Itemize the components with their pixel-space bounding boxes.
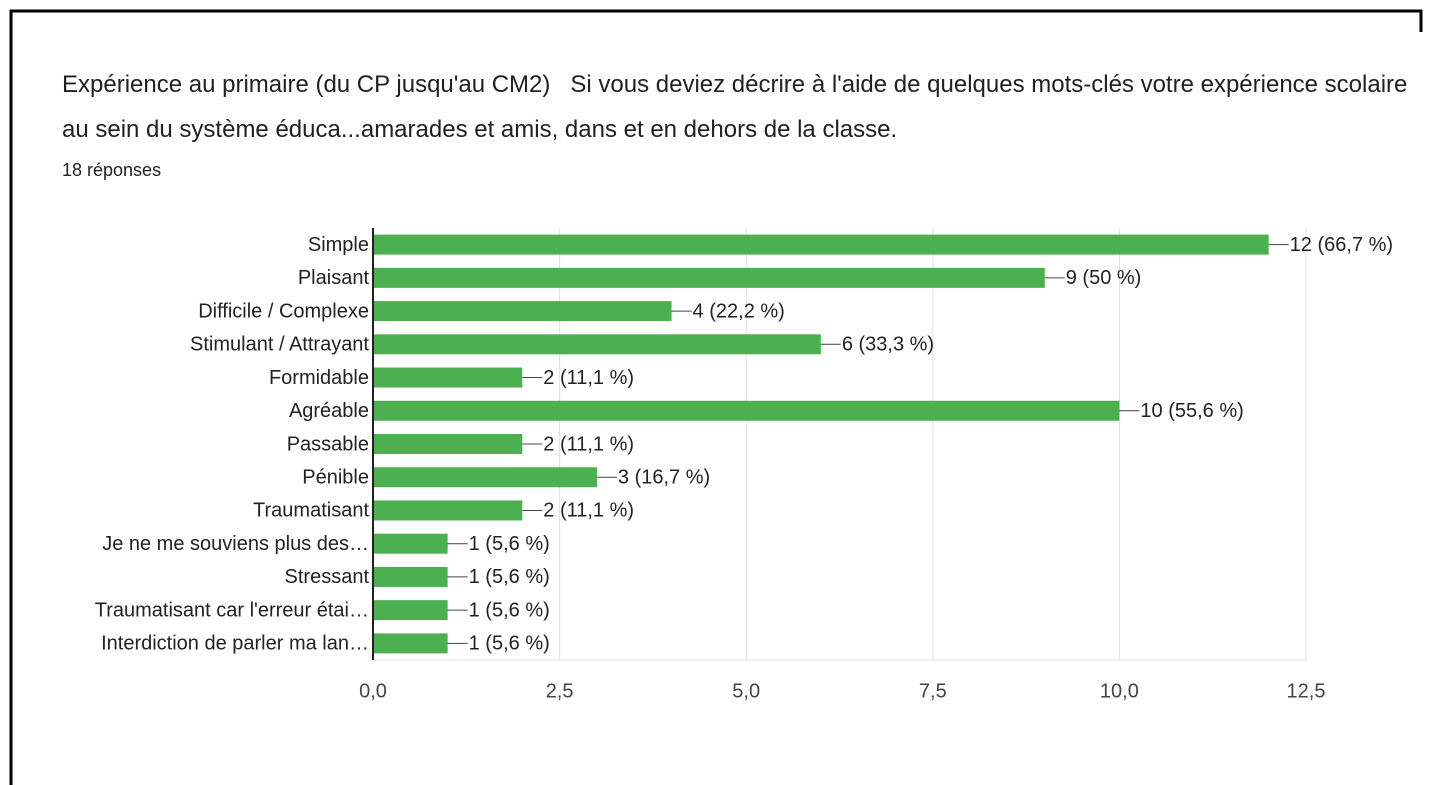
bar [373, 267, 1045, 288]
y-tick-label: Traumatisant [253, 500, 369, 522]
chart-subtitle: 18 réponses [62, 160, 162, 180]
value-label: 2 (11,1 %) [543, 433, 634, 455]
x-tick-label: 2,5 [546, 680, 574, 702]
y-tick-label: Plaisant [298, 267, 370, 289]
value-label: 4 (22,2 %) [693, 300, 785, 322]
y-tick-label: Agréable [289, 400, 369, 422]
value-label: 2 (11,1 %) [543, 367, 634, 389]
y-tick-label: Je ne me souviens plus des… [102, 533, 369, 555]
y-tick-label: Passable [287, 433, 369, 455]
bar [373, 533, 448, 554]
bar [373, 633, 448, 654]
x-tick-label: 10,0 [1100, 680, 1139, 702]
y-tick-label: Interdiction de parler ma lan… [101, 633, 369, 655]
y-tick-label: Formidable [269, 367, 369, 389]
y-tick-label: Difficile / Complexe [198, 300, 369, 322]
value-label: 1 (5,6 %) [469, 566, 550, 588]
bar [373, 500, 523, 521]
bar [373, 301, 672, 322]
value-label: 9 (50 %) [1066, 267, 1142, 289]
y-tick-label: Simple [308, 234, 369, 256]
y-tick-label: Stressant [285, 566, 370, 588]
chart-title: Expérience au primaire (du CP jusqu'au C… [62, 71, 1415, 143]
bar [373, 566, 448, 587]
value-label: 10 (55,6 %) [1140, 400, 1243, 422]
bar [373, 234, 1269, 255]
x-tick-label: 12,5 [1287, 680, 1326, 702]
y-tick-label: Traumatisant car l'erreur étai… [95, 599, 369, 621]
x-tick-label: 7,5 [919, 680, 947, 702]
bar [373, 367, 523, 388]
y-tick-label: Pénible [302, 467, 369, 489]
bar [373, 434, 523, 454]
value-label: 1 (5,6 %) [469, 533, 550, 555]
bar [373, 600, 448, 621]
x-tick-label: 0,0 [359, 680, 387, 702]
value-label: 3 (16,7 %) [618, 467, 710, 489]
value-label: 6 (33,3 %) [842, 334, 934, 356]
value-label: 12 (66,7 %) [1290, 234, 1393, 256]
bar [373, 467, 597, 488]
bar [373, 334, 821, 355]
value-label: 2 (11,1 %) [543, 500, 634, 522]
value-label: 1 (5,6 %) [469, 633, 550, 655]
value-label: 1 (5,6 %) [469, 599, 550, 621]
bar [373, 400, 1120, 421]
y-tick-label: Stimulant / Attrayant [190, 334, 369, 356]
x-tick-label: 5,0 [732, 680, 760, 702]
